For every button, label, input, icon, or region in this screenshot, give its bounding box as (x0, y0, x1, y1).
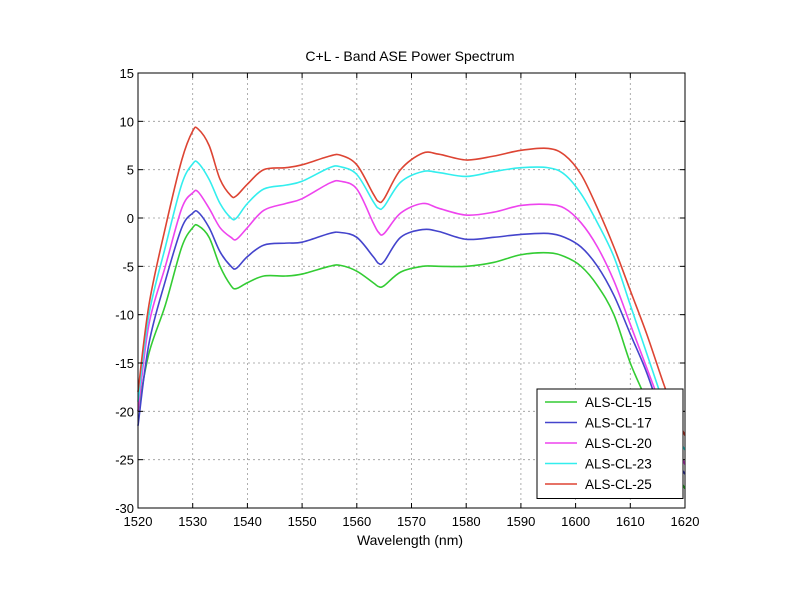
series-line-als-cl-23 (137, 160, 686, 451)
y-tick-label: -20 (115, 404, 134, 419)
y-tick-label: 0 (127, 211, 134, 226)
y-tick-label: 10 (120, 114, 134, 129)
legend: ALS-CL-15 ALS-CL-17 ALS-CL-20 ALS-CL-23 ALS-… (536, 388, 684, 499)
x-tick-label: 1520 (124, 514, 153, 529)
legend-label: ALS-CL-17 (585, 416, 652, 431)
x-tick-label: 1610 (616, 514, 645, 529)
y-tick-label: -10 (115, 308, 134, 323)
x-tick-label: 1550 (288, 514, 317, 529)
x-tick-label: 1580 (452, 514, 481, 529)
y-tick-label: -15 (115, 356, 134, 371)
x-tick-label: 1570 (397, 514, 426, 529)
series-lines (137, 126, 686, 490)
x-tick-label: 1620 (671, 514, 700, 529)
y-tick-label: 15 (120, 66, 134, 81)
series-line-als-cl-20 (137, 179, 686, 465)
y-tick-label: -30 (115, 501, 134, 516)
series-line-als-cl-17 (137, 209, 686, 475)
x-tick-label: 1530 (178, 514, 207, 529)
x-tick-label: 1560 (342, 514, 371, 529)
x-tick-label: 1540 (233, 514, 262, 529)
y-tick-label: -25 (115, 453, 134, 468)
series-line-als-cl-15 (137, 223, 686, 490)
legend-label: ALS-CL-15 (585, 395, 652, 410)
y-tick-label: 5 (127, 163, 134, 178)
series-line-als-cl-25 (137, 126, 686, 436)
chart-title: C+L - Band ASE Power Spectrum (305, 48, 514, 64)
y-tick-label: -5 (122, 259, 134, 274)
legend-label: ALS-CL-20 (585, 436, 652, 451)
legend-label: ALS-CL-25 (585, 477, 652, 492)
axis-ticks: 1520 1530 1540 1550 1560 1570 1580 1590 1600 1610… (115, 66, 699, 529)
x-axis-label: Wavelength (nm) (357, 532, 463, 548)
x-tick-label: 1600 (561, 514, 590, 529)
x-tick-label: 1590 (506, 514, 535, 529)
legend-label: ALS-CL-23 (585, 457, 652, 472)
